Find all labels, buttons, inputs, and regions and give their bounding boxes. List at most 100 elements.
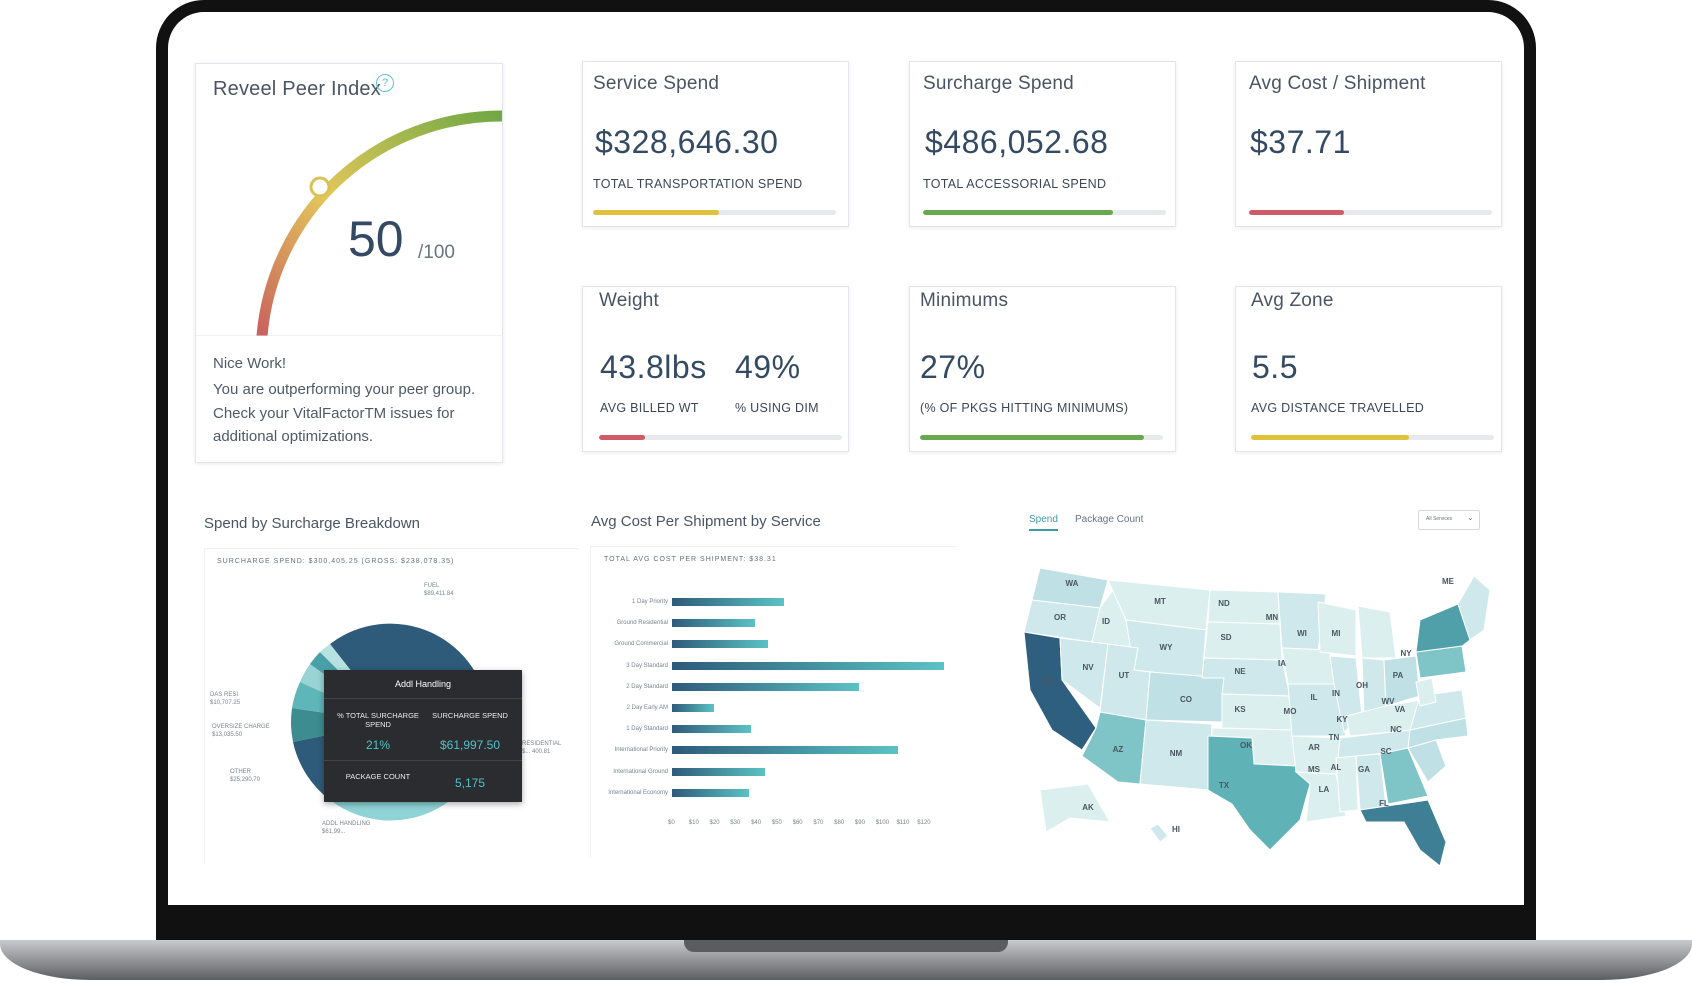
tooltip-col1-value: 21% [365,738,391,752]
x-tick-label: $60 [792,820,803,826]
minimums-label: (% OF PKGS HITTING MINIMUMS) [920,401,1129,415]
bar-label: International Ground [613,768,668,775]
svg-text:AZ: AZ [1113,745,1124,754]
peer-index-title: Reveel Peer Index [213,78,381,100]
map-state-ms [1335,755,1359,813]
service-spend-bar-fill [593,210,720,215]
avg-cost-title: Avg Cost / Shipment [1249,73,1426,94]
map-state-hi [1149,823,1169,843]
svg-text:WY: WY [1160,643,1174,652]
surcharge-spend-label: TOTAL ACCESSORIAL SPEND [923,177,1107,191]
bar[interactable] [672,682,859,691]
question-circle-icon[interactable]: ? [376,74,394,92]
bar-chart-subtitle: TOTAL AVG COST PER SHIPMENT: $38.31 [604,556,777,563]
label-addl: ADDL HANDLING $61,99... [322,821,371,835]
svg-text:NE: NE [1234,667,1246,676]
svg-text:GA: GA [1358,765,1370,774]
bar[interactable] [672,767,766,776]
map-state-ks [1221,693,1293,731]
svg-text:MN: MN [1266,613,1279,622]
bar-chart: 1 Day Priority Ground Residential Ground C… [576,598,956,848]
bar-label: Ground Residential [616,620,668,627]
x-tick-label: $90 [854,820,865,826]
avg-zone-card: Avg Zone 5.5 AVG DISTANCE TRAVELLED [1235,286,1502,452]
svg-text:OK: OK [1240,741,1252,750]
svg-text:NV: NV [1082,663,1094,672]
x-tick-label: $110 [896,820,910,826]
svg-text:ID: ID [1102,617,1110,626]
svg-text:UT: UT [1119,671,1130,680]
map-state-mo [1287,683,1347,737]
svg-text:MS: MS [1308,765,1321,774]
bar-label: 2 Day Early AM [626,705,668,711]
tooltip-row2-value: 5,175 [454,776,486,790]
surcharge-spend-bar-fill [923,210,1113,215]
svg-text:AL: AL [1331,763,1342,772]
bar-label: 1 Day Priority [631,599,668,605]
svg-text:LA: LA [1319,785,1330,794]
avg-zone-bar-fill [1251,435,1409,440]
svg-text:ND: ND [1218,599,1230,608]
map-state-ak [1039,783,1111,833]
svg-text:TX: TX [1219,781,1230,790]
svg-text:NC: NC [1390,725,1402,734]
us-map: WA OR CA NV ID MT WY UT AZ CO NM ND SD NE KS OK TX M… [1023,567,1491,867]
weight-bar-fill [599,435,646,440]
svg-text:NY: NY [1400,649,1412,658]
map-state-ny [1415,603,1471,653]
map-state-wi [1317,601,1357,657]
avg-zone-label: AVG DISTANCE TRAVELLED [1251,401,1425,415]
svg-text:KY: KY [1336,715,1348,724]
bar-label: Ground Commercial [614,641,668,648]
tab-package-count[interactable]: Package Count [1075,514,1144,525]
x-tick-label: $80 [834,820,845,826]
weight-label: AVG BILLED WT [600,401,699,415]
tooltip-row2-head: PACKAGE COUNT [345,772,411,781]
map-state-new-england [1457,575,1491,641]
chevron-down-icon: ⌄ [1467,513,1474,522]
weight-card: Weight 43.8lbs 49% AVG BILLED WT % USING… [582,286,849,452]
tab-spend[interactable]: Spend [1029,514,1058,525]
svg-text:MT: MT [1154,597,1166,606]
donut-tooltip: Addl Handling % TOTAL SURCHARGE SPEND SU… [324,670,522,802]
service-spend-title: Service Spend [593,73,720,94]
services-dropdown[interactable]: All Services ⌄ [1418,510,1480,530]
service-spend-bar [593,210,836,215]
svg-text:OR: OR [1054,613,1066,622]
svg-text:KS: KS [1234,705,1246,714]
minimums-bar-fill [920,435,1144,440]
svg-text:MO: MO [1284,707,1297,716]
avg-cost-bar-fill [1249,210,1344,215]
bar[interactable] [672,725,751,734]
tooltip-col2-value: $61,997.50 [439,738,501,752]
bar[interactable] [672,619,756,628]
bar[interactable] [672,746,899,755]
bar[interactable] [672,704,714,712]
svg-text:WA: WA [1066,579,1079,588]
surcharge-spend-value: $486,052.68 [925,124,1109,160]
x-tick-label: $10 [688,820,699,826]
bar[interactable] [672,788,749,797]
map-state-sd [1203,621,1283,661]
peer-score: 50 [348,211,404,267]
peer-message-heading: Nice Work! [213,355,287,372]
tooltip-col2-head: SURCHARGE SPEND [432,711,508,720]
service-spend-value: $328,646.30 [595,124,779,160]
avg-cost-bar [1249,210,1492,215]
dim-label: % USING DIM [735,401,819,415]
avg-zone-bar [1251,435,1494,440]
peer-gauge [196,110,502,336]
bar-label: 3 Day Standard [626,662,668,669]
surcharge-section-title: Spend by Surcharge Breakdown [204,515,420,532]
svg-text:SC: SC [1380,747,1391,756]
svg-text:IN: IN [1332,689,1340,698]
surcharge-spend-card: Surcharge Spend $486,052.68 TOTAL ACCESS… [909,61,1176,227]
bar[interactable] [672,598,785,606]
map-state-wv [1415,677,1437,707]
svg-text:FL: FL [1379,799,1389,808]
bar[interactable] [672,661,945,670]
bar[interactable] [672,640,768,649]
svg-text:IA: IA [1278,659,1286,668]
tab-spend-underline [1029,529,1058,531]
svg-text:OH: OH [1356,681,1368,690]
